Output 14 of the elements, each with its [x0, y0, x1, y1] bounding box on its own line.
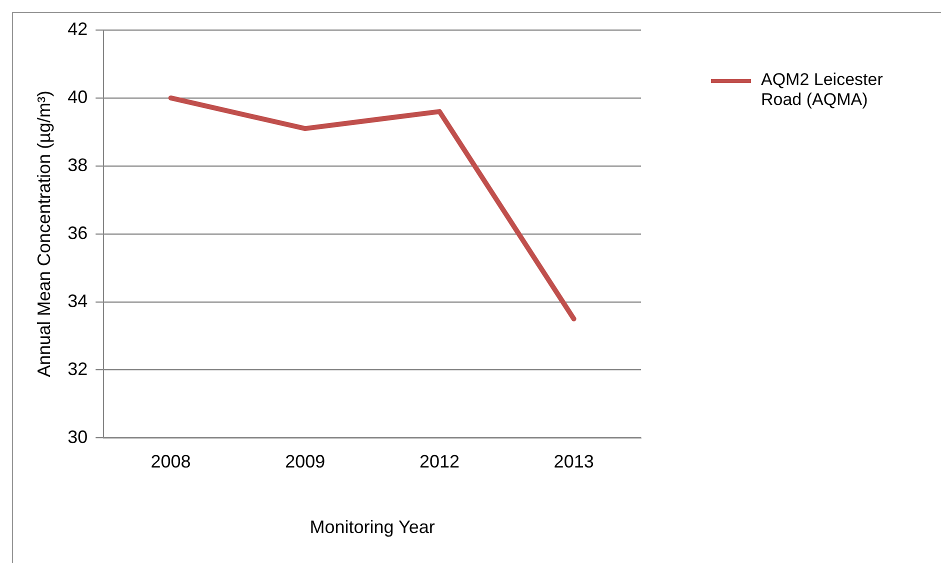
x-axis-title: Monitoring Year: [310, 517, 435, 538]
y-tick-label: 34: [68, 290, 88, 311]
y-tick-label: 36: [68, 222, 88, 243]
legend-label: AQM2 Leicester Road (AQMA): [761, 70, 884, 110]
y-tick-label: 38: [68, 154, 88, 175]
y-tick-label: 42: [68, 18, 88, 39]
x-tick-label: 2008: [150, 452, 191, 472]
y-tick-label: 32: [68, 358, 88, 379]
x-tick-label: 2013: [554, 452, 594, 472]
x-tick-label: 2012: [419, 452, 460, 472]
x-tick-label: 2009: [285, 452, 326, 472]
y-axis-title: Annual Mean Concentration (µg/m³): [34, 90, 54, 378]
y-tick-label: 30: [68, 426, 88, 447]
y-tick-label: 40: [68, 86, 88, 107]
